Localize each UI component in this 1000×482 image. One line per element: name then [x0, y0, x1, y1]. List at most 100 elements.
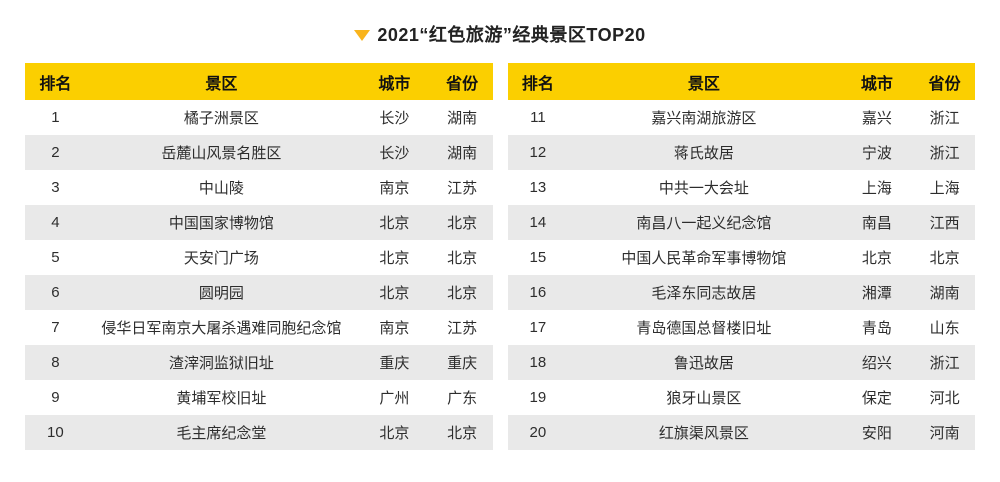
city-cell: 长沙: [379, 110, 410, 127]
table-row: 15 中国人民革命军事博物馆 北京 北京: [508, 240, 976, 275]
province-cell: 浙江: [929, 355, 960, 372]
scenic-area-cell: 天安门广场: [183, 250, 259, 267]
column-header: 省份: [914, 63, 975, 100]
rank-cell: 18: [529, 354, 547, 371]
table-row: 5 天安门广场 北京 北京: [25, 240, 493, 275]
rank-cell: 16: [529, 284, 547, 301]
column-header: 城市: [356, 63, 432, 100]
province-cell: 湖南: [929, 285, 960, 302]
scenic-area-cell: 中国人民革命军事博物馆: [621, 250, 787, 267]
table-row: 13 中共一大会址 上海 上海: [508, 170, 976, 205]
province-cell: 江西: [929, 215, 960, 232]
table-row: 10 毛主席纪念堂 北京 北京: [25, 415, 493, 450]
table-row: 1 橘子洲景区 长沙 湖南: [25, 100, 493, 135]
city-cell: 北京: [379, 425, 410, 442]
column-header: 省份: [431, 63, 493, 100]
province-cell: 北京: [447, 285, 478, 302]
city-cell: 宁波: [861, 145, 892, 162]
city-cell: 保定: [861, 390, 892, 407]
scenic-area-cell: 毛主席纪念堂: [176, 425, 267, 442]
page-title-text: 2021“红色旅游”经典景区TOP20: [377, 25, 646, 45]
rank-cell: 12: [529, 144, 547, 161]
province-cell: 广东: [447, 390, 478, 407]
city-cell: 长沙: [379, 145, 410, 162]
rank-cell: 1: [51, 109, 60, 126]
city-cell: 北京: [379, 215, 410, 232]
province-cell: 山东: [929, 320, 960, 337]
city-cell: 广州: [379, 390, 410, 407]
page-title: 2021“红色旅游”经典景区TOP20: [0, 21, 1000, 47]
ranking-table-left: 排名 景区 城市 省份 1 橘子洲景区 长沙 湖南 2 岳麓山风景名胜区 长沙 湖南 3 中山陵 南京 江苏…: [25, 63, 493, 450]
province-cell: 江苏: [447, 180, 478, 197]
table-row: 2 岳麓山风景名胜区 长沙 湖南: [25, 135, 493, 170]
city-cell: 南昌: [861, 215, 892, 232]
province-cell: 重庆: [447, 355, 478, 372]
rank-cell: 13: [529, 179, 547, 196]
scenic-area-cell: 嘉兴南湖旅游区: [651, 110, 757, 127]
table-row: 12 蒋氏故居 宁波 浙江: [507, 135, 975, 170]
scenic-area-cell: 鲁迅故居: [673, 355, 734, 372]
rank-cell: 10: [47, 424, 64, 441]
scenic-area-cell: 红旗渠风景区: [658, 425, 749, 442]
table-row: 16 毛泽东同志故居 湘潭 湖南: [507, 275, 975, 310]
province-cell: 北京: [929, 250, 960, 267]
province-cell: 河北: [929, 390, 960, 407]
rank-cell: 2: [51, 144, 60, 161]
rank-cell: 11: [530, 109, 546, 126]
city-cell: 嘉兴: [861, 110, 892, 127]
triangle-down-icon: [354, 29, 371, 41]
scenic-area-cell: 中共一大会址: [658, 180, 749, 197]
table-row: 18 鲁迅故居 绍兴 浙江: [507, 345, 975, 380]
scenic-area-cell: 南昌八一起义纪念馆: [636, 215, 772, 232]
scenic-area-cell: 中山陵: [198, 180, 244, 197]
rank-cell: 15: [529, 249, 547, 266]
city-cell: 南京: [379, 320, 410, 337]
province-cell: 北京: [447, 250, 478, 267]
table-row: 19 狼牙山景区 保定 河北: [508, 380, 976, 415]
scenic-area-cell: 蒋氏故居: [673, 145, 734, 162]
scenic-area-cell: 橘子洲景区: [183, 110, 259, 127]
column-header: 景区: [568, 63, 840, 100]
rank-cell: 6: [51, 284, 60, 301]
rank-cell: 7: [51, 319, 60, 336]
scenic-area-cell: 黄埔军校旧址: [176, 390, 267, 407]
rank-cell: 3: [51, 179, 60, 196]
table-row: 8 渣滓洞监狱旧址 重庆 重庆: [25, 345, 493, 380]
rank-cell: 20: [529, 424, 547, 441]
ranking-tables: 排名 景区 城市 省份 1 橘子洲景区 长沙 湖南 2 岳麓山风景名胜区 长沙 湖南 3 中山陵 南京 江苏…: [25, 63, 975, 450]
scenic-area-cell: 侵华日军南京大屠杀遇难同胞纪念馆: [101, 320, 342, 337]
city-cell: 上海: [861, 180, 892, 197]
province-cell: 湖南: [447, 145, 478, 162]
header-row: 排名 景区 城市 省份: [25, 63, 493, 100]
table-row: 4 中国国家博物馆 北京 北京: [25, 205, 493, 240]
province-cell: 浙江: [929, 145, 960, 162]
city-cell: 青岛: [861, 320, 892, 337]
city-cell: 北京: [379, 250, 410, 267]
province-cell: 北京: [447, 215, 478, 232]
city-cell: 重庆: [379, 355, 410, 372]
scenic-area-cell: 渣滓洞监狱旧址: [168, 355, 274, 372]
table-row: 7 侵华日军南京大屠杀遇难同胞纪念馆 南京 江苏: [25, 310, 493, 345]
rank-cell: 19: [529, 389, 547, 406]
table-row: 9 黄埔军校旧址 广州 广东: [25, 380, 493, 415]
table-row: 17 青岛德国总督楼旧址 青岛 山东: [508, 310, 976, 345]
city-cell: 北京: [861, 250, 892, 267]
province-cell: 上海: [929, 180, 960, 197]
city-cell: 湘潭: [861, 285, 892, 302]
ranking-table-right: 排名 景区 城市 省份 11 嘉兴南湖旅游区 嘉兴 浙江 12 蒋氏故居 宁波 浙江 13 中共一大会址…: [507, 63, 976, 450]
rank-cell: 14: [529, 214, 547, 231]
city-cell: 绍兴: [861, 355, 892, 372]
province-cell: 河南: [929, 425, 960, 442]
province-cell: 北京: [447, 425, 478, 442]
rank-cell: 5: [51, 249, 60, 266]
city-cell: 安阳: [861, 425, 892, 442]
city-cell: 北京: [379, 285, 410, 302]
province-cell: 湖南: [447, 110, 478, 127]
column-header: 城市: [839, 63, 915, 100]
rank-cell: 8: [51, 354, 60, 371]
province-cell: 浙江: [929, 110, 960, 127]
scenic-area-cell: 中国国家博物馆: [168, 215, 274, 232]
scenic-area-cell: 青岛德国总督楼旧址: [636, 320, 772, 337]
column-header: 景区: [85, 63, 357, 100]
table-row: 11 嘉兴南湖旅游区 嘉兴 浙江: [508, 100, 976, 135]
